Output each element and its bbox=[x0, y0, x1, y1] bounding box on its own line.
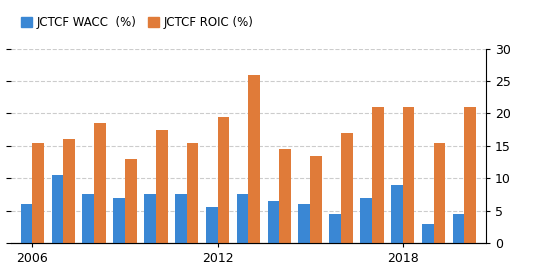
Legend: JCTCF WACC  (%), JCTCF ROIC (%): JCTCF WACC (%), JCTCF ROIC (%) bbox=[17, 11, 259, 34]
Bar bbox=[464, 107, 476, 243]
Bar bbox=[329, 214, 341, 243]
Bar bbox=[434, 143, 445, 243]
Bar bbox=[267, 201, 279, 243]
Bar bbox=[156, 130, 167, 243]
Bar bbox=[113, 198, 125, 243]
Bar bbox=[372, 107, 383, 243]
Bar bbox=[21, 204, 32, 243]
Bar bbox=[94, 123, 106, 243]
Bar bbox=[299, 204, 310, 243]
Bar bbox=[83, 194, 94, 243]
Bar bbox=[310, 156, 322, 243]
Bar bbox=[175, 194, 187, 243]
Bar bbox=[32, 143, 44, 243]
Bar bbox=[144, 194, 156, 243]
Bar bbox=[187, 143, 198, 243]
Bar bbox=[63, 139, 75, 243]
Bar bbox=[206, 207, 218, 243]
Bar bbox=[218, 117, 230, 243]
Bar bbox=[360, 198, 372, 243]
Bar bbox=[422, 224, 434, 243]
Bar bbox=[341, 133, 353, 243]
Bar bbox=[391, 185, 403, 243]
Bar bbox=[51, 175, 63, 243]
Bar bbox=[248, 75, 260, 243]
Bar bbox=[237, 194, 248, 243]
Bar bbox=[453, 214, 464, 243]
Bar bbox=[403, 107, 414, 243]
Bar bbox=[279, 149, 291, 243]
Bar bbox=[125, 159, 137, 243]
